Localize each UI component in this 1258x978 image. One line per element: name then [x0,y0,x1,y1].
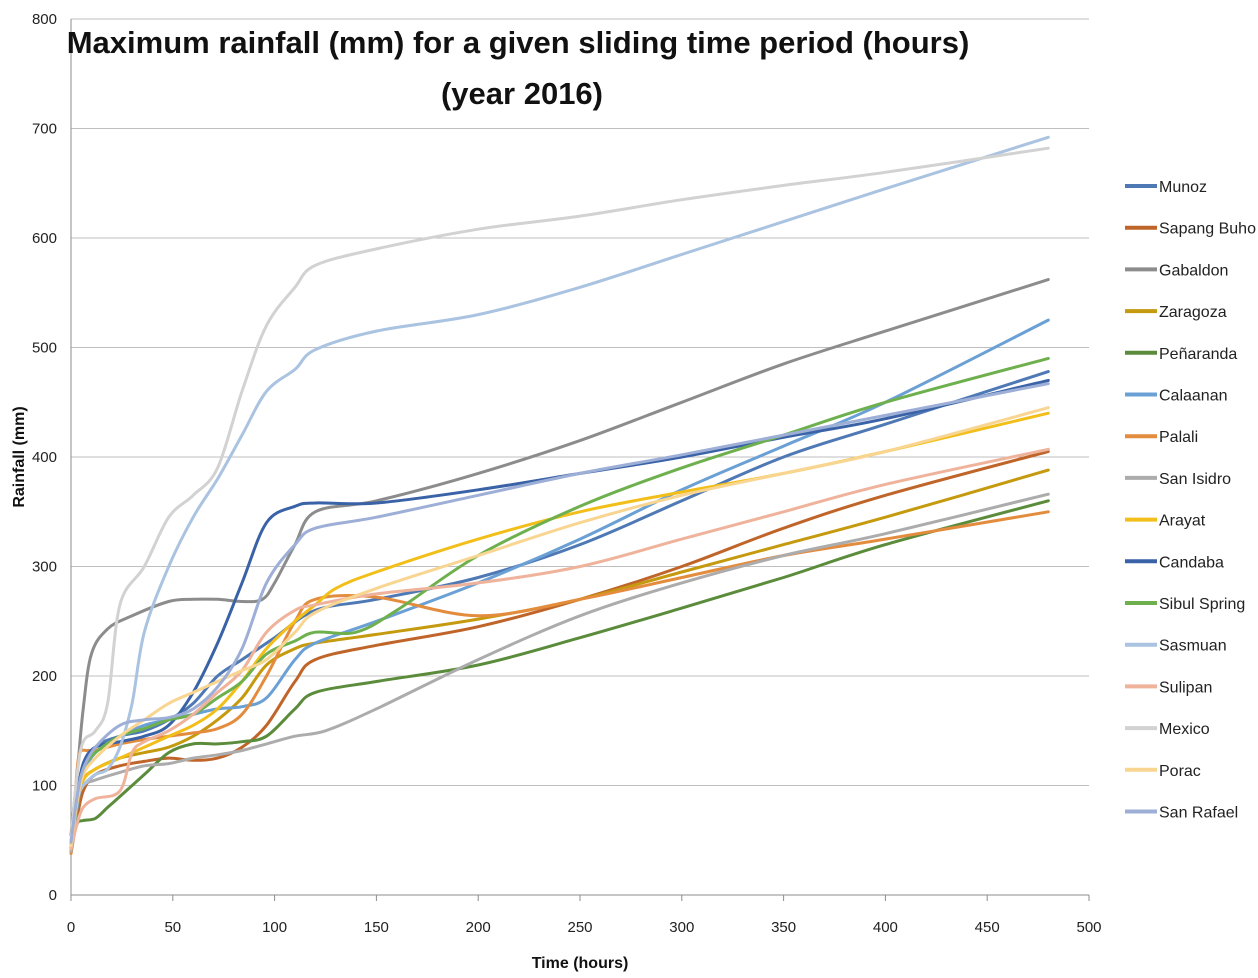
y-tick-label: 300 [32,559,57,576]
tick-labels: 0 100 200 300 400 500 600 700 800 0 50 100 150 200 250… [32,11,1102,936]
legend-item-label: Calaanan [1159,388,1228,405]
y-axis-label: Rainfall (mm) [11,406,28,507]
series-line-munoz [69,370,1050,853]
legend: Munoz Sapang Buho Gabaldon Zaragoza Peñarand… [1125,179,1256,822]
legend-item-label: Zaragoza [1159,304,1227,321]
chart-subtitle: (year 2016) [441,76,603,111]
x-tick-label: 450 [975,919,1000,936]
legend-item-label: Sulipan [1159,679,1212,696]
series-line-zaragoza [69,468,1050,853]
x-tick-label: 0 [67,919,75,936]
x-tick-label: 150 [364,919,389,936]
y-tick-label: 800 [32,11,57,28]
x-tick-label: 400 [873,919,898,936]
legend-item-label: Porac [1159,763,1201,780]
legend-item-label: Arayat [1159,513,1206,530]
series-line-san-rafael [69,382,1050,844]
series-line-candaba [69,378,1050,848]
axes [70,19,1090,901]
x-axis-label: Time (hours) [532,955,629,972]
y-tick-label: 600 [32,230,57,247]
x-tick-label: 350 [771,919,796,936]
legend-item-label: San Rafael [1159,805,1238,822]
series-line-porac [69,406,1050,848]
series-line-gabaldon [69,278,1050,837]
x-tick-label: 300 [669,919,694,936]
legend-item-label: Sasmuan [1159,638,1227,655]
series-line-mexico [69,146,1050,842]
series-lines [69,135,1050,855]
legend-item-label: Gabaldon [1159,262,1228,279]
legend-item-label: Mexico [1159,721,1210,738]
legend-item-label: San Isidro [1159,471,1231,488]
x-tick-label: 100 [262,919,287,936]
legend-item-label: Peñaranda [1159,346,1237,363]
chart-title: Maximum rainfall (mm) for a given slidin… [67,25,970,60]
series-line-sasmuan [69,135,1050,848]
x-tick-label: 250 [567,919,592,936]
y-tick-label: 400 [32,449,57,466]
x-tick-label: 50 [164,919,181,936]
legend-item-label: Sibul Spring [1159,596,1245,613]
y-tick-label: 0 [49,887,57,904]
y-tick-label: 200 [32,668,57,685]
y-tick-label: 100 [32,778,57,795]
series-line-sibul-spring [69,356,1050,851]
series-line-pe-aranda [69,499,1050,848]
y-tick-label: 700 [32,121,57,138]
legend-item-label: Candaba [1159,554,1224,571]
series-line-san-isidro [69,492,1050,853]
legend-item-label: Munoz [1159,179,1207,196]
x-tick-label: 500 [1076,919,1101,936]
legend-item-label: Sapang Buho [1159,221,1256,238]
x-tick-label: 200 [466,919,491,936]
legend-item-label: Palali [1159,429,1198,446]
y-tick-label: 500 [32,340,57,357]
series-line-sulipan [69,447,1050,851]
